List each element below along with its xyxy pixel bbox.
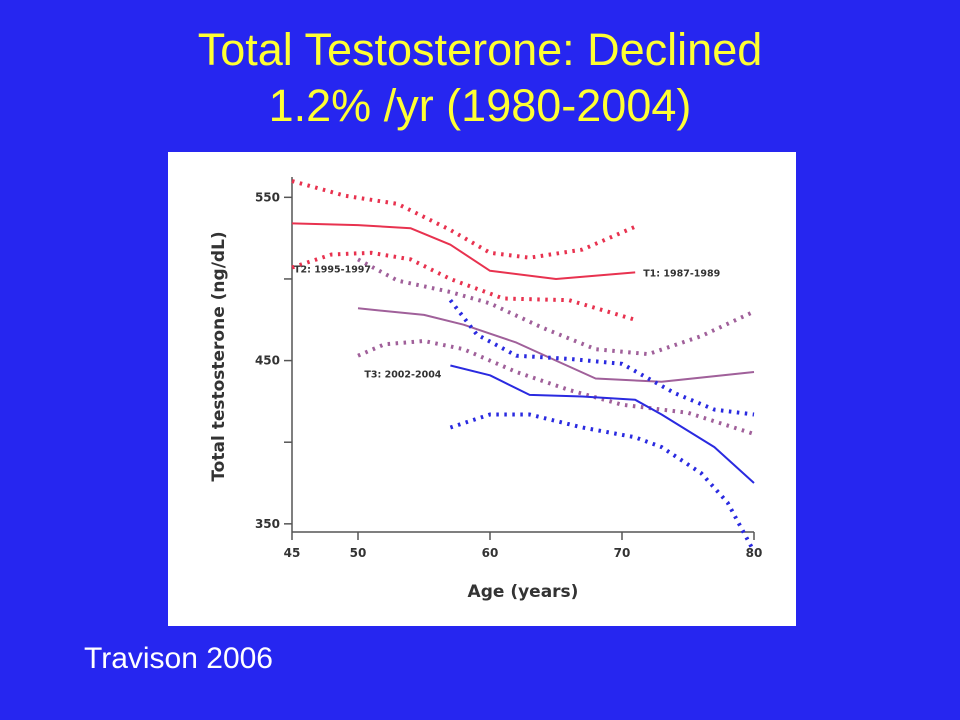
y-tick-label: 450 xyxy=(255,354,280,368)
slide-title: Total Testosterone: Declined 1.2% /yr (1… xyxy=(0,22,960,134)
x-tick-label: 45 xyxy=(284,546,301,560)
series-1-upper-ci-line xyxy=(291,179,636,260)
y-axis-title: Total testosterone (ng/dL) xyxy=(209,231,229,481)
source-citation: Travison 2006 xyxy=(84,642,273,675)
y-tick-label: 350 xyxy=(255,517,280,531)
x-tick-label: 70 xyxy=(614,546,631,560)
chart-panel: 350 450 550 45 50 60 70 80 Age (years) Total test… xyxy=(168,152,796,626)
series-1-mean-line xyxy=(291,222,636,280)
testosterone-line-chart: 350 450 550 45 50 60 70 80 Age (years) Total test… xyxy=(209,177,762,602)
series-2-label: T2: 1995-1997 xyxy=(294,264,371,275)
x-tick-label: 50 xyxy=(350,546,367,560)
series-1-lower-ci-line xyxy=(291,250,636,322)
x-axis-title: Age (years) xyxy=(468,582,579,602)
series-labels: T1: 1987-1989 T2: 1995-1997 T3: 2002-2004 xyxy=(294,264,720,380)
series-3-label: T3: 2002-2004 xyxy=(364,369,441,380)
series-3-lower-ci-line xyxy=(449,412,756,553)
x-tick-label: 60 xyxy=(482,546,499,560)
series-2-lower-ci-line xyxy=(357,338,755,436)
series-1-label: T1: 1987-1989 xyxy=(643,268,720,279)
slide-title-line-2: 1.2% /yr (1980-2004) xyxy=(268,80,692,131)
y-tick-label: 550 xyxy=(255,190,280,204)
series-2-upper-ci-line xyxy=(357,257,755,357)
series-layer xyxy=(291,179,756,553)
x-tick-label: 80 xyxy=(746,546,763,560)
axes: 350 450 550 45 50 60 70 80 Age (years) Total test… xyxy=(209,177,762,602)
series-3-mean-line xyxy=(450,364,755,484)
slide-title-line-1: Total Testosterone: Declined xyxy=(197,24,763,75)
series-2-mean-line xyxy=(357,307,755,383)
series-3-upper-ci-line xyxy=(448,298,755,417)
